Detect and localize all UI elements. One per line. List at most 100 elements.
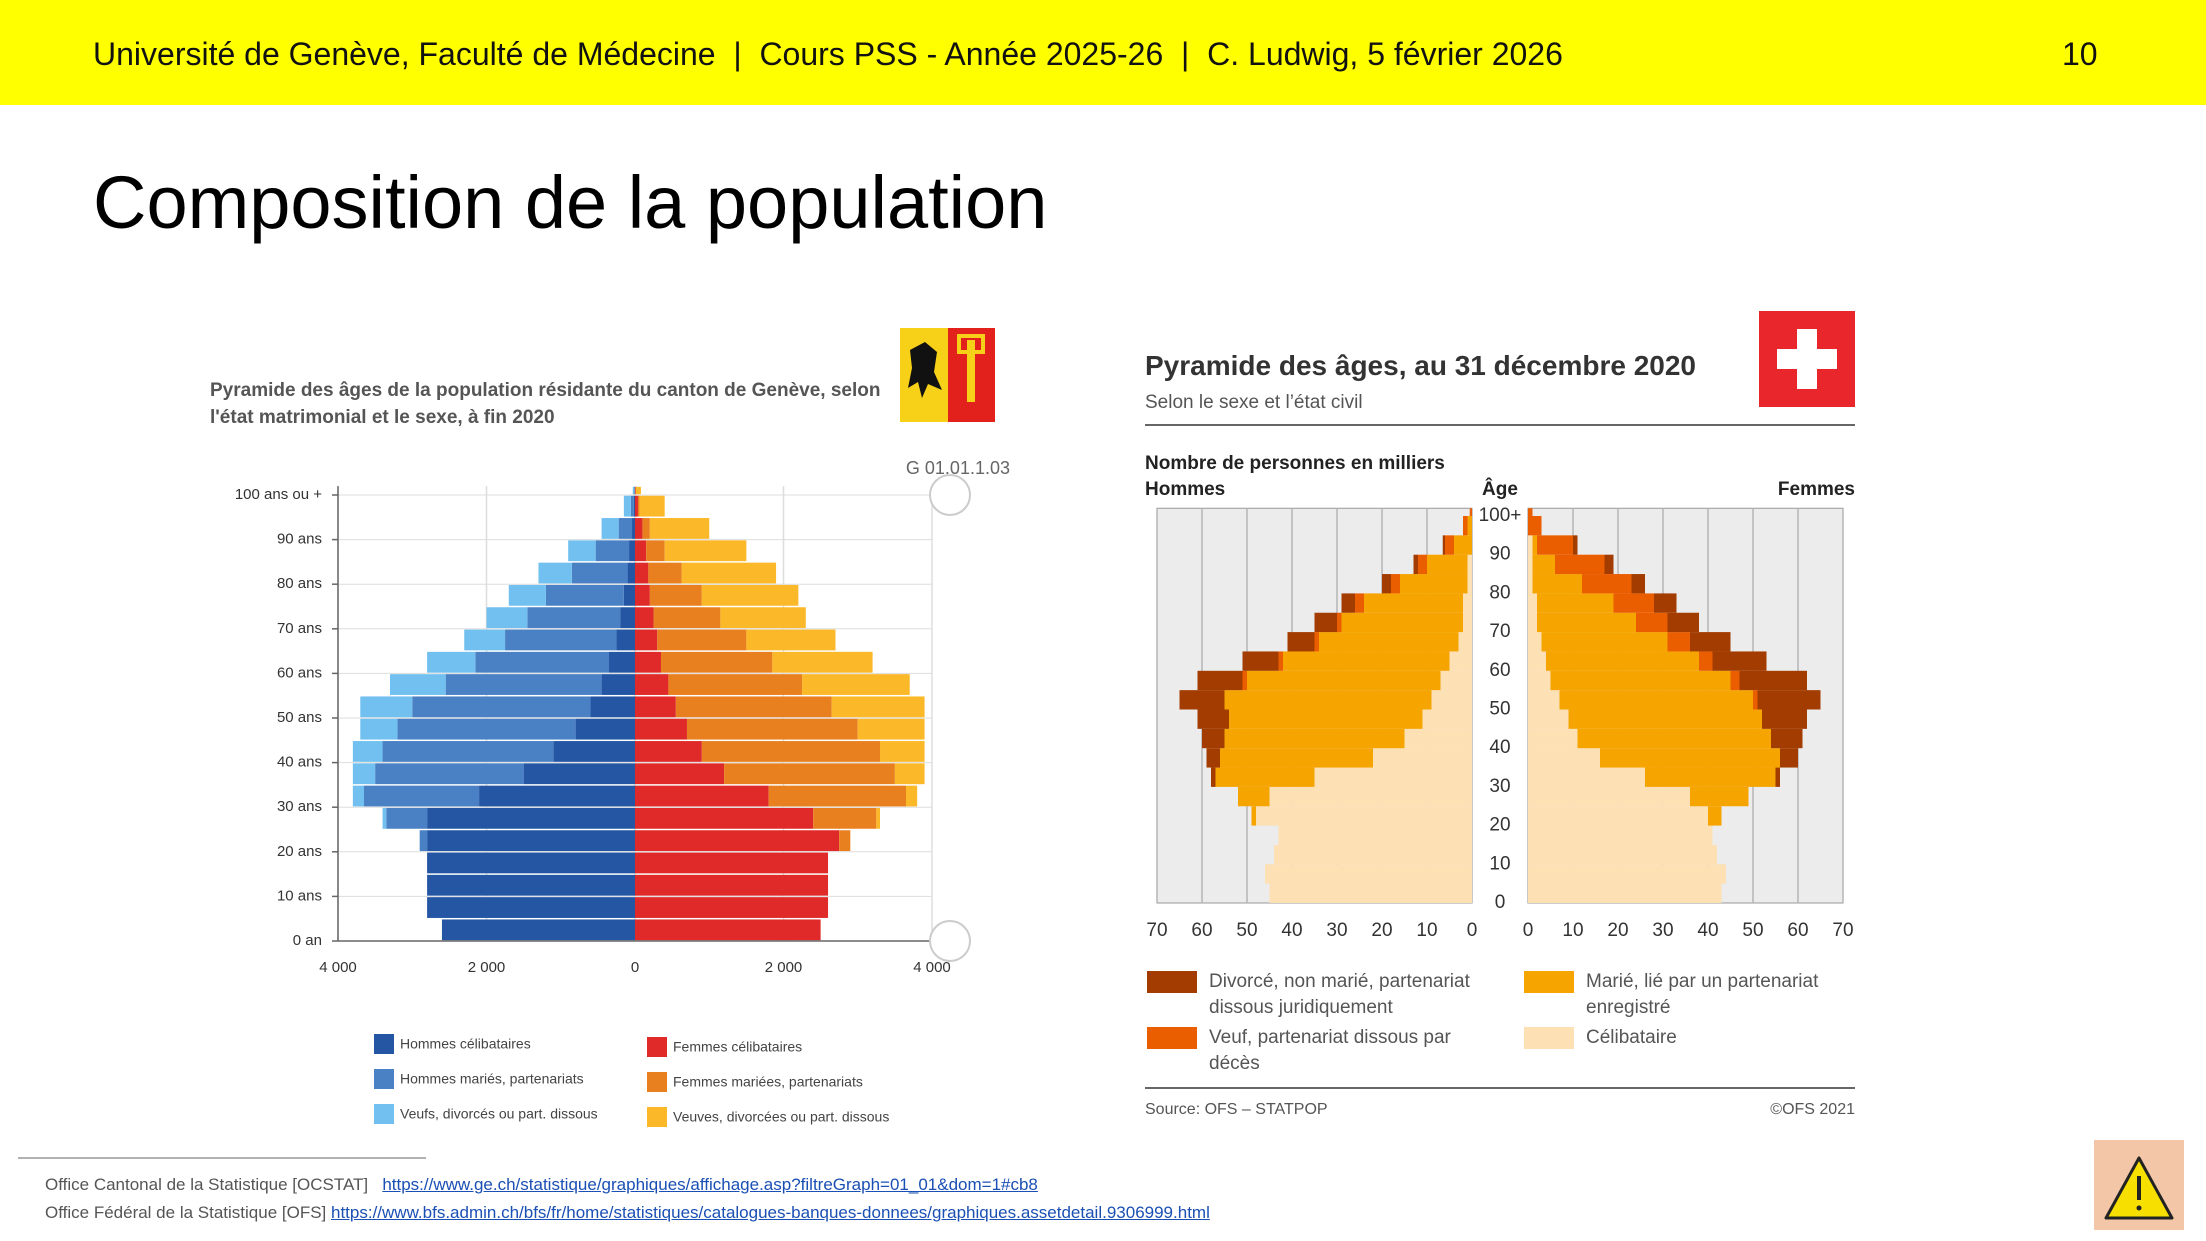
bar-segment: [894, 763, 925, 785]
bar-segment: [1753, 690, 1758, 710]
bar-segment: [649, 518, 710, 539]
bar-segment: [527, 607, 621, 629]
footer-link[interactable]: https://www.ge.ch/statistique/graphiques…: [382, 1175, 1038, 1194]
bar-segment: [1690, 786, 1749, 807]
bar-segment: [1287, 632, 1315, 652]
bar-segment: [660, 651, 773, 673]
bar-segment: [635, 584, 650, 606]
bar-segment: [1355, 593, 1364, 613]
bar-segment: [1573, 535, 1578, 555]
bar-segment: [1278, 825, 1472, 845]
bar-segment: [1771, 728, 1803, 749]
y-tick-label: 40: [1489, 737, 1510, 758]
bar-segment: [1528, 651, 1546, 671]
chart-title: Pyramide des âges, au 31 décembre 2020: [1145, 350, 1696, 381]
bar-segment: [1604, 554, 1614, 575]
bar-segment: [1645, 767, 1776, 787]
bar-segment: [382, 741, 554, 762]
bar-segment: [389, 674, 446, 695]
side-label: Hommes: [1145, 479, 1226, 500]
y-tick-label: 100 ans ou +: [235, 486, 322, 503]
bar-segment: [1690, 632, 1731, 652]
bar-segment: [635, 852, 829, 874]
bar-segment: [1251, 806, 1256, 826]
bar-segment: [1224, 728, 1405, 749]
bar-segment: [538, 562, 572, 584]
swiss-flag: [1759, 311, 1855, 407]
x-tick-label: 0: [631, 959, 639, 976]
scroll-handle: [929, 920, 971, 962]
legend-label: Hommes mariés, partenariats: [400, 1071, 584, 1087]
bar-segment: [1757, 690, 1821, 710]
bar-segment: [768, 785, 907, 807]
x-tick-label: 40: [1281, 920, 1302, 941]
chart-title: Pyramide des âges de la population résid…: [210, 380, 881, 428]
bar-segment: [1532, 535, 1537, 555]
bar-segment: [880, 741, 925, 762]
bar-segment: [1422, 709, 1472, 729]
bar-segment: [1418, 554, 1427, 575]
bar-segment: [1404, 728, 1472, 749]
bar-segment: [375, 763, 524, 785]
bar-segment: [508, 584, 546, 606]
bar-segment: [1528, 767, 1645, 787]
bar-segment: [1319, 632, 1459, 652]
footer-link[interactable]: https://www.bfs.admin.ch/bfs/fr/home/sta…: [331, 1203, 1210, 1222]
x-tick-label: 40: [1697, 920, 1718, 941]
bar-segment: [648, 562, 682, 584]
bar-segment: [475, 651, 610, 673]
bar-segment: [1440, 670, 1472, 691]
bar-segment: [427, 897, 635, 918]
bar-segment: [1708, 806, 1722, 826]
legend-swatch: [647, 1072, 667, 1092]
bar-segment: [635, 919, 821, 941]
bar-segment: [1458, 632, 1472, 652]
bar-segment: [1654, 593, 1677, 613]
bar-segment: [831, 696, 925, 718]
bar-segment: [1528, 612, 1537, 633]
bar-segment: [1427, 554, 1468, 575]
bar-segment: [1712, 651, 1767, 671]
bar-segment: [1278, 651, 1283, 671]
bar-segment: [1667, 612, 1699, 633]
legend-swatch: [374, 1104, 394, 1124]
bar-segment: [632, 486, 635, 495]
x-tick-label: 30: [1326, 920, 1347, 941]
bar-segment: [632, 518, 635, 539]
bar-segment: [352, 785, 364, 807]
y-tick-label: 60: [1489, 660, 1510, 681]
bar-segment: [1528, 690, 1560, 710]
bar-segment: [635, 674, 669, 695]
y-tick-label: 60 ans: [277, 664, 322, 681]
bar-segment: [1528, 574, 1533, 594]
x-tick-label: 2 000: [765, 959, 803, 976]
bar-segment: [635, 540, 647, 562]
bar-segment: [633, 495, 635, 517]
y-tick-label: 50: [1489, 699, 1510, 720]
bar-segment: [1600, 748, 1780, 768]
y-tick-label: 30: [1489, 776, 1510, 797]
bar-segment: [616, 629, 635, 651]
scroll-handle: [929, 474, 971, 516]
bar-segment: [1442, 535, 1445, 555]
slide-title: Composition de la population: [93, 161, 1048, 244]
bar-segment: [1463, 516, 1468, 536]
x-tick-label: 70: [1146, 920, 1167, 941]
bar-segment: [1528, 786, 1690, 807]
page-number: 10: [2062, 36, 2098, 72]
bar-segment: [839, 830, 851, 852]
bar-segment: [1211, 767, 1216, 787]
y-tick-label: 10: [1489, 853, 1510, 874]
bar-segment: [1197, 670, 1243, 691]
bar-segment: [1469, 508, 1472, 516]
bar-segment: [1341, 593, 1355, 613]
bar-segment: [1454, 535, 1472, 555]
y-tick-label: 0 an: [293, 932, 322, 949]
chart-subtitle: Selon le sexe et l’état civil: [1145, 392, 1363, 413]
bar-segment: [523, 763, 635, 785]
legend-swatch: [1524, 1027, 1574, 1049]
bar-segment: [635, 830, 840, 852]
bar-segment: [595, 540, 630, 562]
bar-segment: [553, 741, 635, 762]
bar-segment: [635, 495, 638, 517]
